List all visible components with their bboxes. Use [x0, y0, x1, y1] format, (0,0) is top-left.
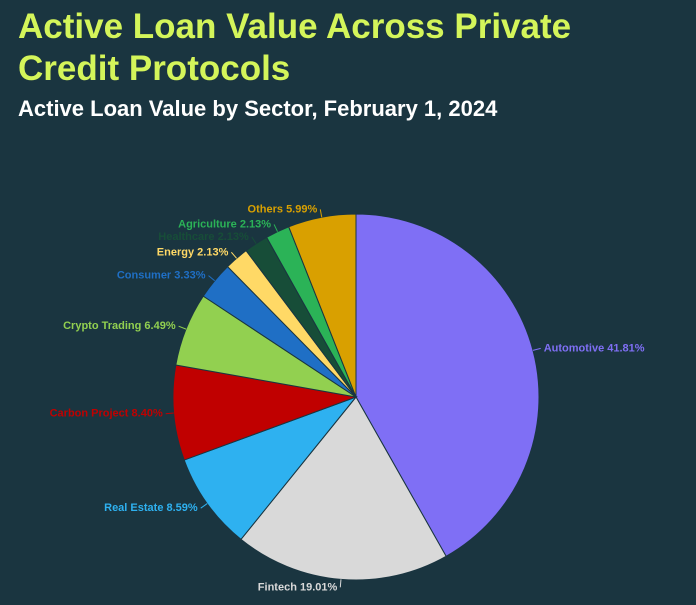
leader-line	[532, 347, 541, 351]
pie-slice	[183, 395, 358, 541]
data-label: Energy 2.13%	[157, 246, 229, 258]
label-category: Fintech	[258, 581, 297, 593]
leader-line	[339, 579, 342, 588]
leader-line	[319, 209, 323, 218]
label-value: 6.49%	[144, 320, 175, 332]
leader-line	[200, 503, 208, 509]
leader-line	[165, 412, 174, 415]
label-category: Real Estate	[104, 502, 163, 514]
labels: Automotive 41.81% Fintech 19.01% Real Esta…	[50, 203, 645, 593]
pie-slice	[172, 364, 358, 461]
label-value: 8.40%	[132, 408, 163, 420]
label-category: Agriculture	[178, 218, 237, 230]
data-label: Agriculture 2.13%	[178, 218, 271, 230]
data-label: Crypto Trading 6.49%	[63, 320, 176, 332]
data-label: Others 5.99%	[248, 203, 318, 215]
label-value: 19.01%	[300, 581, 338, 593]
label-category: Consumer	[117, 270, 172, 282]
pie-slice	[355, 213, 540, 557]
label-category: Crypto Trading	[63, 320, 141, 332]
leader-line	[178, 325, 187, 330]
data-label: Carbon Project 8.40%	[50, 408, 163, 420]
leader-line	[230, 251, 237, 259]
data-label: Healthcare 2.13%	[158, 231, 249, 243]
label-value: 5.99%	[286, 203, 317, 215]
label-value: 8.59%	[167, 502, 198, 514]
leader-line	[251, 236, 257, 244]
leader-line	[208, 275, 215, 282]
label-value: 41.81%	[607, 342, 645, 354]
chart-subtitle: Active Loan Value by Sector, February 1,…	[18, 96, 498, 121]
label-value: 2.13%	[240, 218, 271, 230]
label-value: 2.13%	[218, 231, 249, 243]
leader-line	[273, 224, 278, 232]
chart-title: Active Loan Value Across Private Credit …	[18, 7, 572, 88]
label-category: Energy	[157, 246, 195, 258]
data-label: Real Estate 8.59%	[104, 502, 198, 514]
label-category: Carbon Project	[50, 408, 129, 420]
label-category: Healthcare	[158, 231, 214, 243]
data-label: Consumer 3.33%	[117, 270, 206, 282]
title-box: Active Loan Value Across Private Credit …	[18, 7, 572, 88]
data-label: Automotive 41.81%	[544, 342, 645, 354]
label-category: Automotive	[544, 342, 605, 354]
label-value: 2.13%	[197, 246, 228, 258]
label-value: 3.33%	[174, 270, 205, 282]
pie-slice	[288, 213, 357, 398]
label-category: Others	[248, 203, 283, 215]
pie	[172, 213, 540, 581]
data-label: Fintech 19.01%	[258, 581, 338, 593]
